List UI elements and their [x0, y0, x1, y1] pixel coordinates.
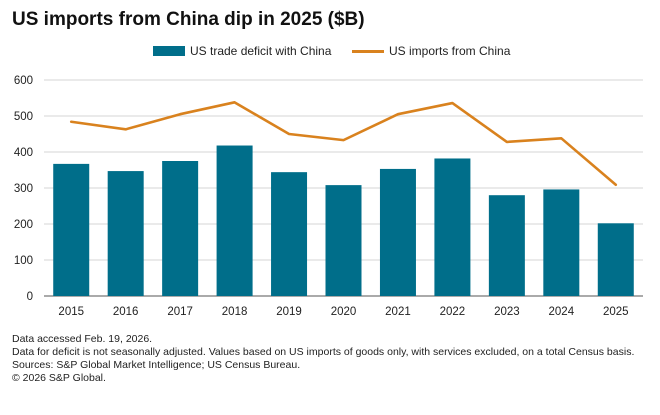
x-tick-label: 2020 [331, 306, 357, 318]
note-copyright: © 2026 S&P Global. [12, 372, 106, 384]
bar-2016 [107, 171, 144, 296]
x-tick-label: 2016 [113, 306, 139, 318]
chart-plot: 0 100 200 300 400 500 600 2015 2016 2017 2018 2019 2… [14, 75, 643, 318]
x-tick-label: 2018 [222, 306, 248, 318]
x-tick-label: 2017 [167, 306, 193, 318]
bar-2017 [162, 161, 199, 296]
legend: US trade deficit with China US imports f… [0, 44, 660, 64]
x-tick-label: 2024 [549, 306, 575, 318]
y-tick-label: 600 [14, 75, 33, 87]
bar-2025 [597, 223, 634, 296]
bar-2015 [53, 163, 90, 296]
note-accessed: Data accessed Feb. 19, 2026. [12, 333, 153, 345]
x-tick-label: 2023 [494, 306, 520, 318]
bar-2024 [543, 189, 580, 296]
bar-2021 [379, 168, 416, 296]
legend-item-deficit: US trade deficit with China [153, 44, 331, 58]
legend-line-swatch [352, 49, 384, 53]
legend-bar-swatch [153, 46, 185, 56]
y-tick-label: 300 [14, 183, 33, 195]
bar-2018 [216, 145, 253, 296]
note-sources: Sources: S&P Global Market Intelligence;… [12, 359, 301, 371]
bar-2020 [325, 185, 362, 296]
bar-2022 [434, 158, 471, 296]
y-tick-label: 0 [27, 291, 33, 303]
y-tick-label: 500 [14, 111, 33, 123]
chart-title: US imports from China dip in 2025 ($B) [12, 9, 365, 30]
x-tick-label: 2015 [58, 306, 84, 318]
chart-notes: Data accessed Feb. 19, 2026. Data for de… [12, 333, 642, 385]
bar-2023 [488, 195, 525, 296]
note-methodology: Data for deficit is not seasonally adjus… [12, 346, 635, 358]
bar-2019 [271, 172, 308, 296]
y-tick-label: 100 [14, 255, 33, 267]
x-tick-label: 2025 [603, 306, 629, 318]
legend-label-deficit: US trade deficit with China [190, 44, 332, 58]
y-tick-label: 200 [14, 219, 33, 231]
x-tick-label: 2022 [440, 306, 466, 318]
x-tick-label: 2019 [276, 306, 302, 318]
x-tick-label: 2021 [385, 306, 411, 318]
y-tick-label: 400 [14, 147, 33, 159]
legend-label-imports: US imports from China [389, 44, 511, 58]
line-us-imports [69, 101, 618, 187]
legend-item-imports: US imports from China [352, 44, 510, 58]
